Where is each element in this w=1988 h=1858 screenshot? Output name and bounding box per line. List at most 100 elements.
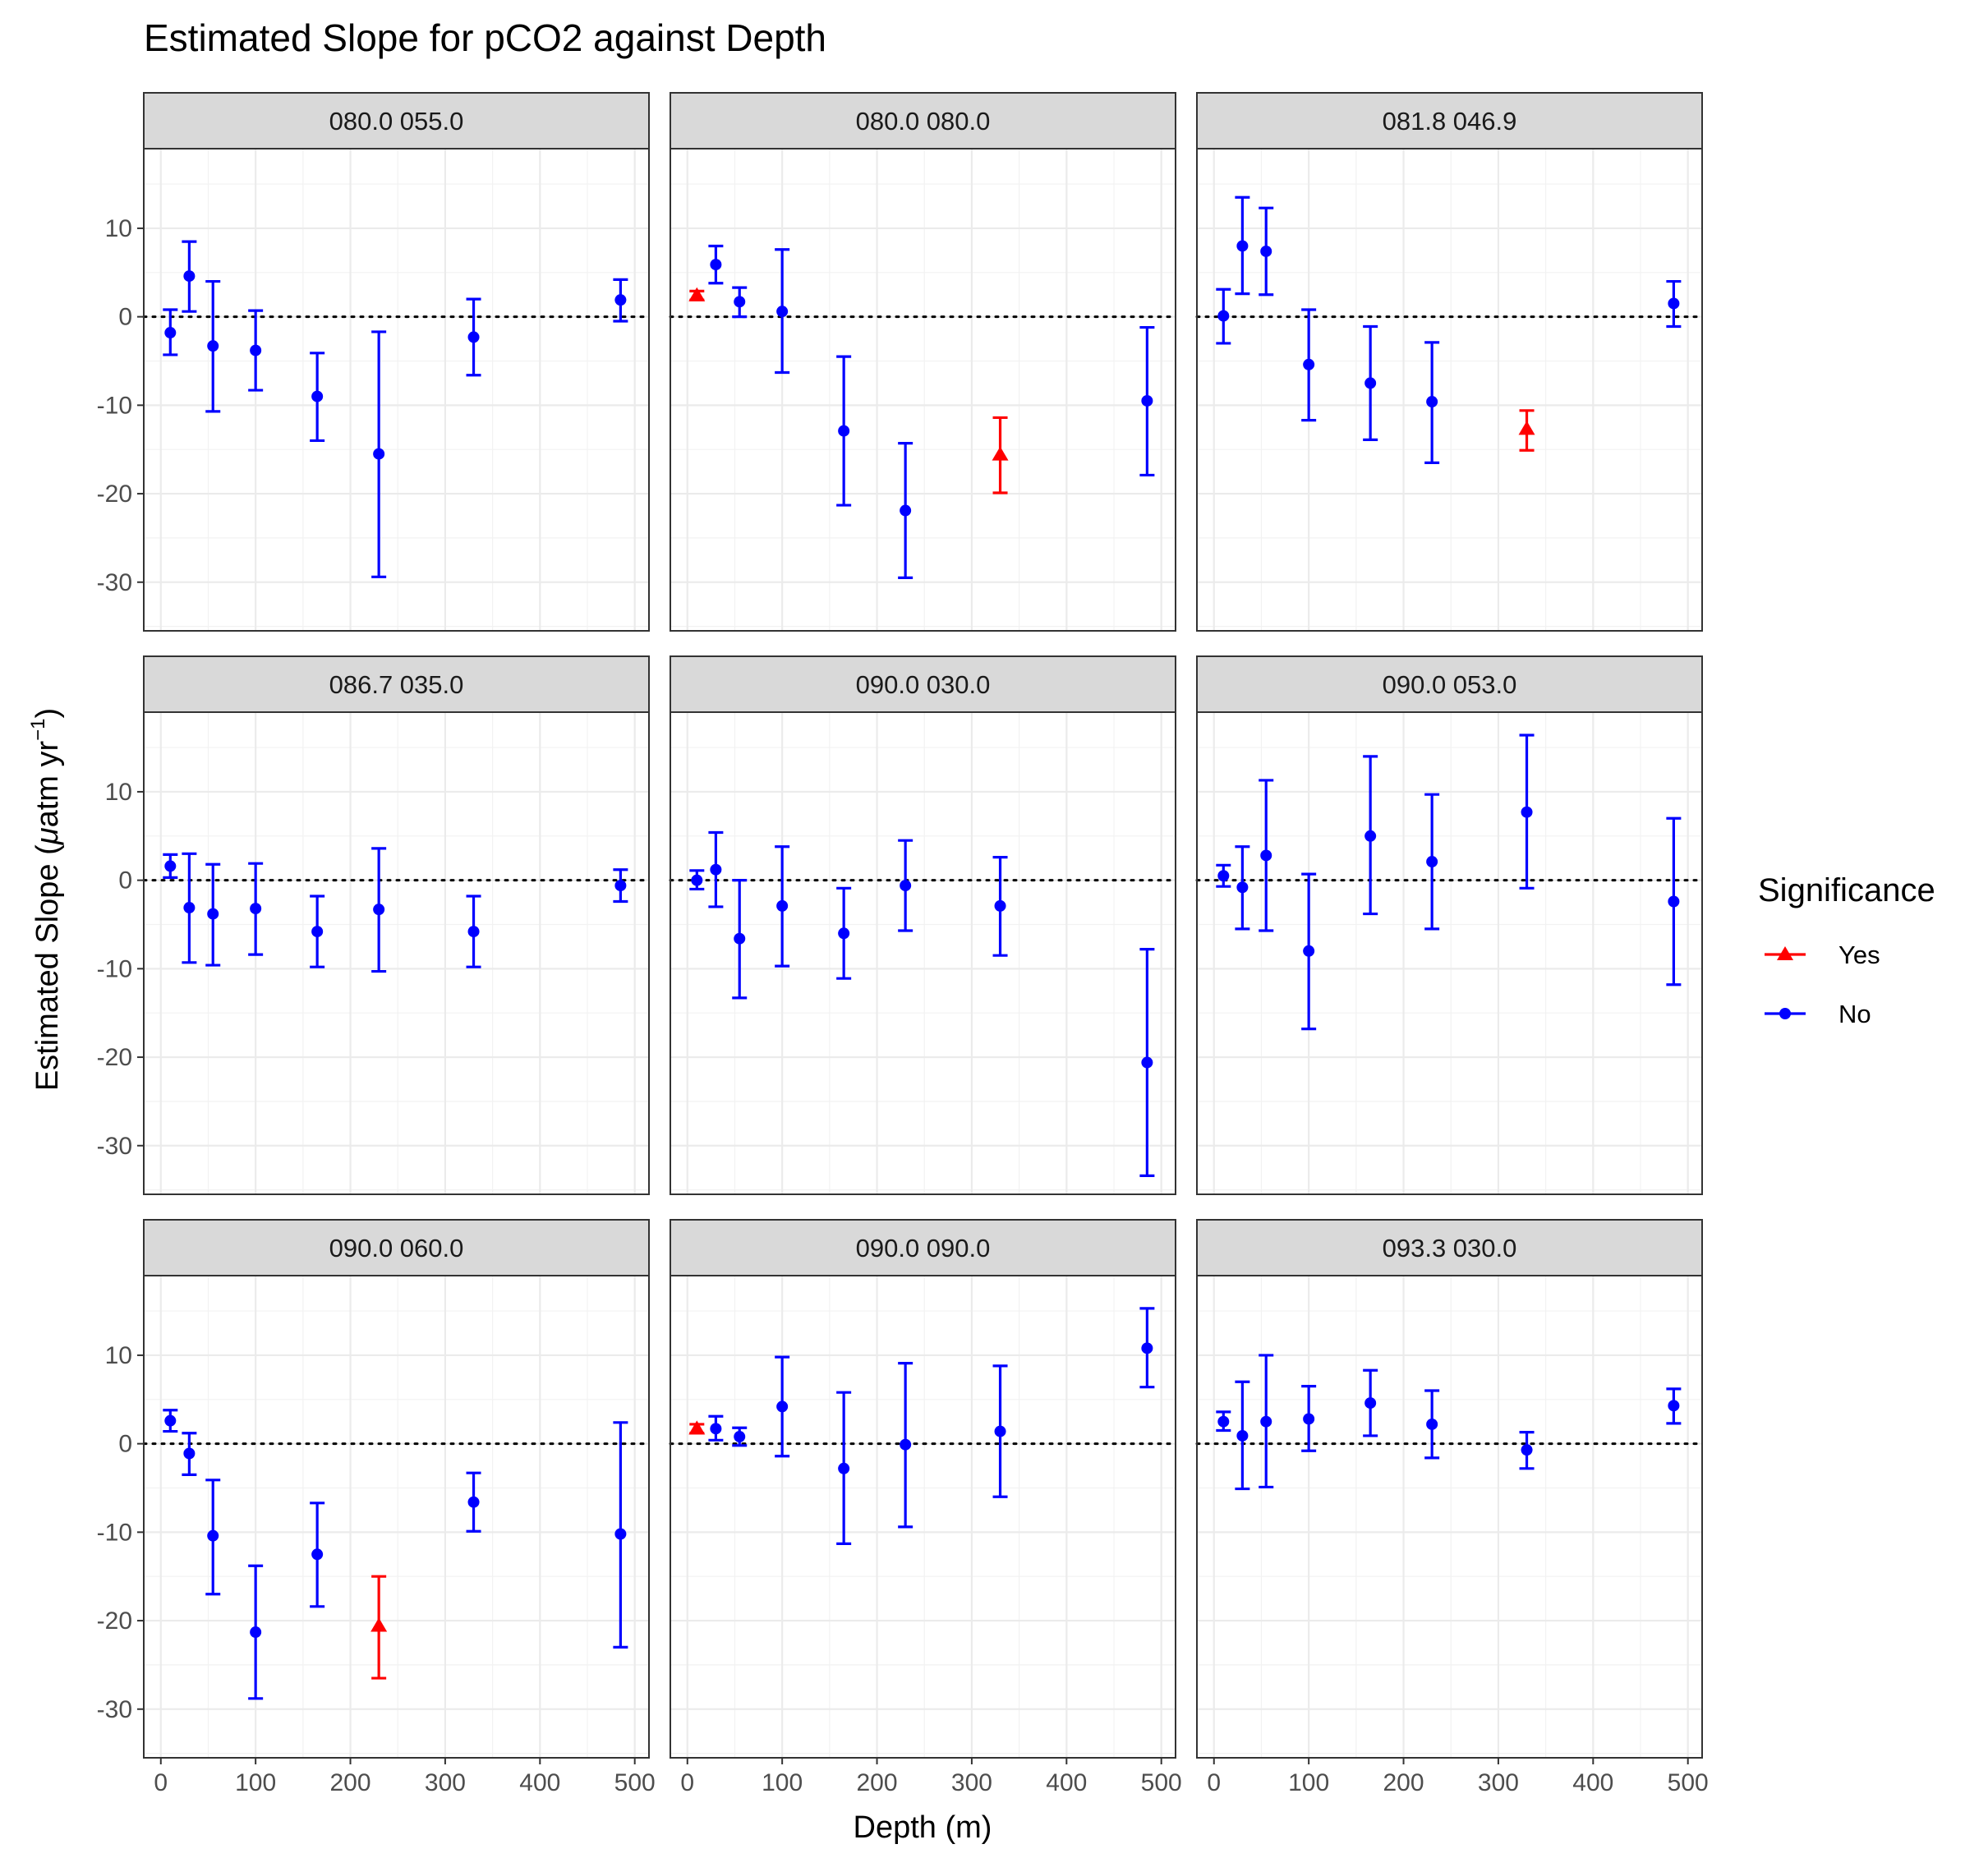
data-point-triangle (688, 287, 706, 301)
error-bar (1216, 287, 1231, 345)
y-tick-label: 0 (118, 304, 132, 331)
y-tick-label: -10 (97, 392, 132, 419)
data-point-circle (1236, 240, 1249, 252)
error-bar (1301, 308, 1317, 422)
x-tick-label: 200 (857, 1769, 898, 1796)
facet-strip-label: 090.0 030.0 (856, 670, 991, 699)
data-point-circle (734, 932, 746, 945)
error-bar (613, 278, 628, 323)
panel-background (1197, 1276, 1702, 1758)
panel-background (670, 712, 1176, 1194)
error-bar (992, 416, 1009, 494)
y-tick-label: 10 (105, 1342, 132, 1369)
x-tick-label: 500 (1141, 1769, 1182, 1796)
panel-border (670, 148, 1176, 632)
error-bar (836, 355, 852, 507)
facet-strip (670, 655, 1176, 713)
panel-border (1196, 711, 1703, 1195)
error-bar (205, 279, 221, 413)
data-point-circle (1426, 1418, 1438, 1430)
facet-panel: 080.0 080.0 (669, 92, 1177, 632)
data-point-circle (467, 926, 480, 938)
x-tick-label: 0 (1207, 1769, 1221, 1796)
error-bar (1235, 845, 1250, 931)
data-point-circle (311, 926, 324, 938)
error-bar (708, 830, 724, 908)
facet-strip (143, 655, 650, 713)
error-bar (466, 297, 481, 377)
error-bar (182, 240, 197, 313)
error-bar (898, 839, 913, 932)
data-point-circle (164, 1414, 177, 1427)
error-bar (1139, 948, 1155, 1177)
y-tick-label: 0 (118, 1431, 132, 1458)
error-bar (1518, 409, 1535, 452)
data-point-circle (250, 344, 262, 356)
data-point-circle (710, 1423, 722, 1435)
data-point-circle (1668, 895, 1680, 908)
error-bar (1519, 1431, 1535, 1470)
x-tick-label: 400 (1572, 1769, 1613, 1796)
error-bar (732, 1426, 748, 1447)
error-bar (992, 856, 1008, 957)
y-tick-label: -10 (97, 1519, 132, 1546)
panel-border (143, 711, 650, 1195)
error-bar (732, 286, 748, 319)
data-point-circle (164, 860, 177, 872)
data-point-circle (467, 1496, 480, 1508)
error-bar (1666, 1387, 1682, 1425)
data-point-triangle (688, 1420, 706, 1435)
data-point-circle (710, 863, 722, 876)
error-bar (732, 879, 748, 1000)
data-point-circle (1217, 310, 1230, 322)
facet-strip-label: 086.7 035.0 (329, 670, 464, 699)
data-point-circle (250, 903, 262, 915)
x-tick-label: 100 (235, 1769, 276, 1796)
data-point-circle (467, 331, 480, 343)
error-bar (248, 862, 264, 956)
error-bar (775, 248, 790, 375)
legend-label: Yes (1838, 940, 1880, 969)
error-bar (1363, 1368, 1378, 1437)
data-point-circle (311, 1548, 324, 1561)
panel-border (670, 1275, 1176, 1759)
error-bar (775, 1355, 790, 1458)
facet-panel: 080.0 055.0 10 0 -10 -20 -30 (97, 92, 651, 632)
data-point-circle (1426, 396, 1438, 408)
chart-title: Estimated Slope for pCO2 against Depth (144, 16, 826, 59)
error-bar (371, 847, 387, 973)
data-point-circle (994, 1425, 1006, 1437)
data-point-circle (1364, 377, 1377, 389)
error-bar (613, 868, 628, 904)
y-axis-title-suffix: ) (30, 708, 65, 719)
y-tick-label: 0 (118, 867, 132, 895)
error-bar (689, 869, 705, 891)
error-bar (1424, 341, 1440, 464)
error-bar (1235, 195, 1250, 296)
facet-strip (143, 1219, 650, 1276)
panel-background (1197, 712, 1702, 1194)
data-point-circle (311, 390, 324, 402)
x-tick-label: 400 (1046, 1769, 1087, 1796)
facet-strip (670, 92, 1176, 149)
data-point-circle (900, 1438, 912, 1451)
facet-strip (1196, 1219, 1703, 1276)
y-axis-title-unit: atm yr (30, 741, 65, 828)
error-bar (1363, 755, 1378, 916)
facet-strip-label: 090.0 053.0 (1383, 670, 1517, 699)
x-tick-label: 100 (762, 1769, 803, 1796)
data-point-circle (614, 1528, 627, 1540)
facet-strip-label: 093.3 030.0 (1383, 1234, 1517, 1262)
data-point-circle (373, 448, 385, 460)
x-tick-label: 500 (614, 1769, 656, 1796)
data-point-circle (1260, 849, 1272, 862)
data-point-circle (207, 340, 219, 352)
error-bar (1235, 1380, 1250, 1491)
error-bar (1216, 1410, 1231, 1433)
facet-strip (670, 1219, 1176, 1276)
error-bar (1216, 863, 1231, 888)
y-tick-label: 10 (105, 215, 132, 242)
facet-panel: 090.0 053.0 (1195, 655, 1704, 1195)
